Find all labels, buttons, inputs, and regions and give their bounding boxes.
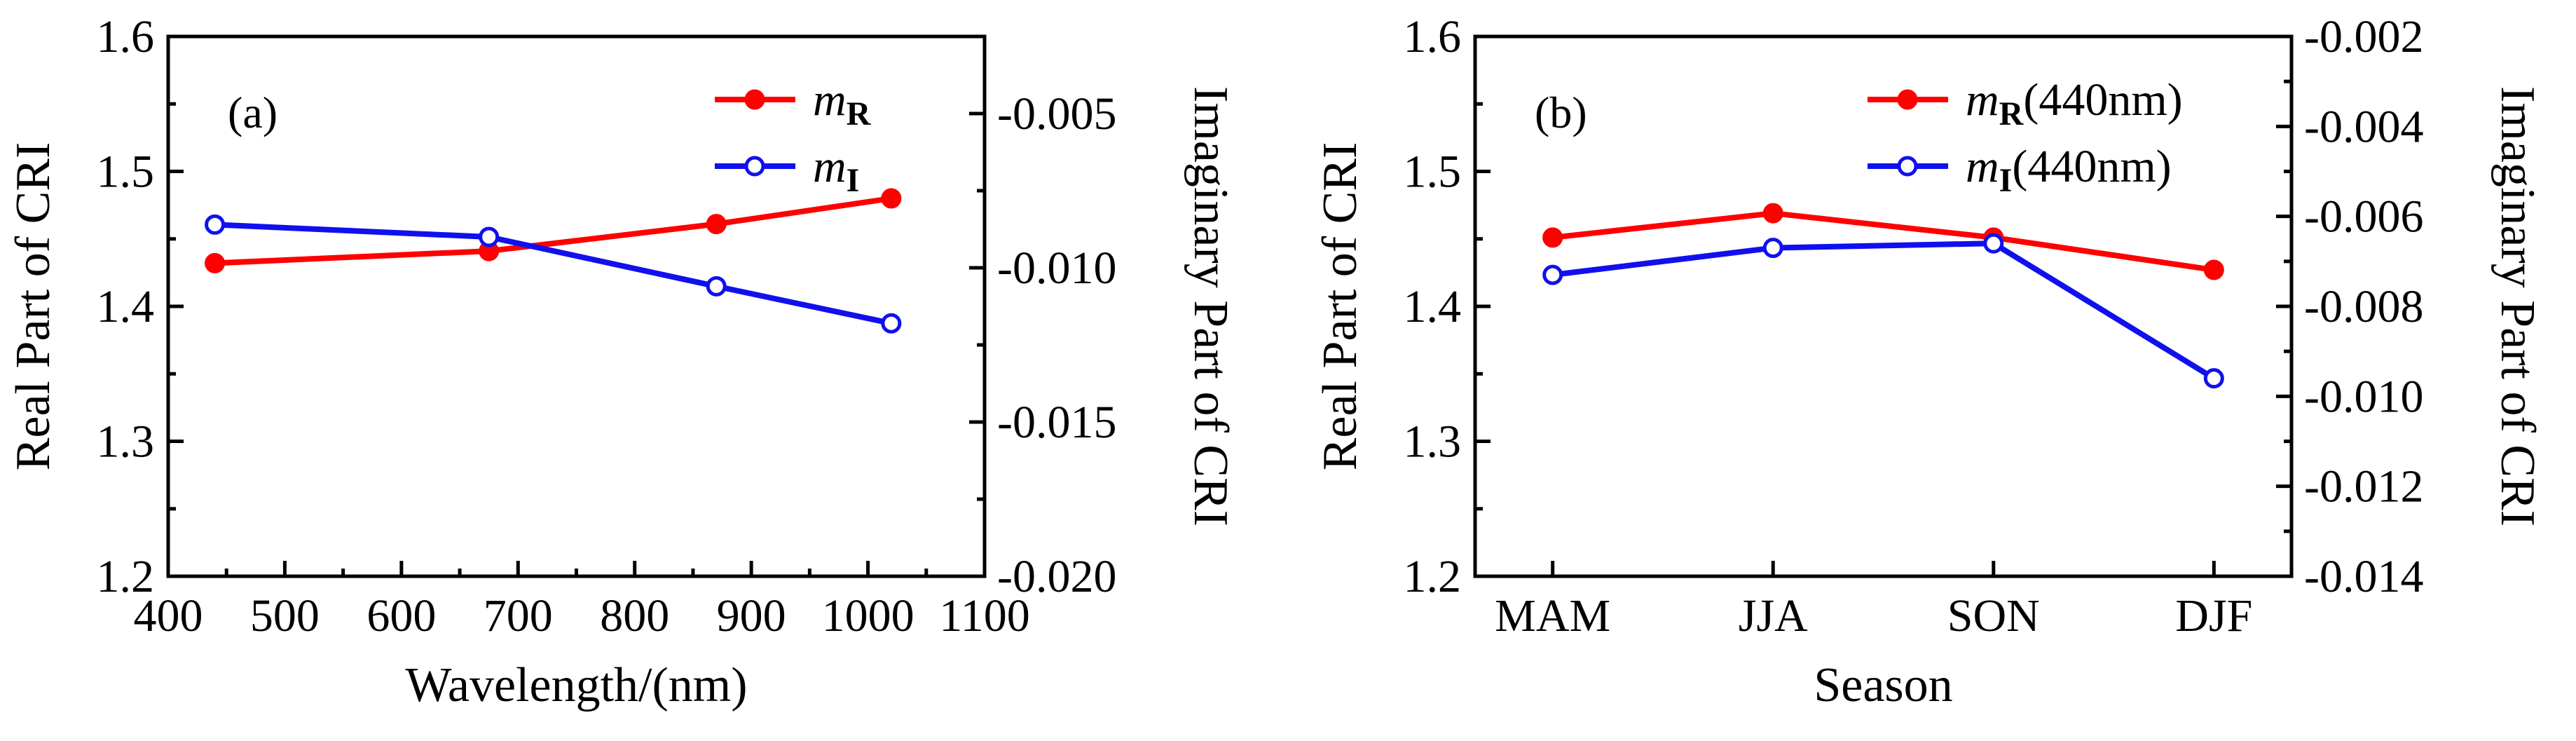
legend-marker xyxy=(744,156,765,177)
data-point xyxy=(1983,233,2004,254)
data-point xyxy=(2203,368,2224,389)
x-tick-label: SON xyxy=(1947,590,2040,641)
data-point xyxy=(205,252,226,273)
data-point xyxy=(706,276,727,297)
y2-axis-label: Imaginary Part of CRI xyxy=(2491,86,2544,526)
legend-label: mI xyxy=(813,141,859,199)
legend-symbol: m xyxy=(1966,141,1999,192)
y-axis-label: Real Part of CRI xyxy=(6,142,60,471)
y-tick-label: 1.5 xyxy=(1404,147,1462,198)
series-m_R(440nm) xyxy=(1542,203,2224,280)
legend-subscript: I xyxy=(847,162,860,199)
x-axis-label: Wavelength/(nm) xyxy=(405,658,747,712)
y-tick-label: 1.3 xyxy=(1404,416,1462,468)
data-point xyxy=(1762,238,1783,259)
y-tick-label: 1.2 xyxy=(1404,551,1462,602)
y2-tick-label: -0.008 xyxy=(2304,281,2423,332)
data-point xyxy=(881,188,902,209)
legend-symbol: m xyxy=(813,74,847,125)
y2-tick-label: -0.012 xyxy=(2304,461,2423,512)
series-line xyxy=(214,222,892,327)
y-tick-label: 1.6 xyxy=(1404,11,1462,62)
series-line xyxy=(1552,240,2216,381)
y2-tick-label: -0.010 xyxy=(997,243,1116,294)
y2-tick-label: -0.005 xyxy=(997,88,1116,140)
data-point xyxy=(1542,227,1563,248)
panel-b: MAM JJA SON DJF 1.2 1.3 1.4 1.5 1.6 -0.014 -0.012 -… xyxy=(1313,11,2544,712)
y-tick-label: 1.3 xyxy=(97,416,155,468)
series-m_R xyxy=(205,188,902,273)
y2-tick-label: -0.006 xyxy=(2304,191,2423,243)
legend-subscript: R xyxy=(847,95,872,132)
x-tick-label: 500 xyxy=(250,590,320,641)
x-tick-label: 1000 xyxy=(822,590,914,641)
y-axis-label: Real Part of CRI xyxy=(1313,142,1367,471)
legend-label: mR xyxy=(813,74,872,132)
y2-tick-label: -0.020 xyxy=(997,551,1116,602)
data-point xyxy=(205,214,226,235)
legend-symbol: m xyxy=(1966,74,1999,125)
y2-axis-label: Imaginary Part of CRI xyxy=(1184,86,1238,526)
y-tick-label: 1.2 xyxy=(97,551,155,602)
legend-subscript: R xyxy=(1999,95,2025,132)
legend-marker xyxy=(744,89,765,110)
y-tick-label: 1.4 xyxy=(97,281,155,332)
legend-subscript: I xyxy=(1999,162,2013,199)
y2-tick-label: -0.014 xyxy=(2304,551,2423,602)
legend-label: mR(440nm) xyxy=(1966,74,2183,132)
legend-symbol: m xyxy=(813,141,847,192)
x-tick-label: 400 xyxy=(134,590,203,641)
series-line xyxy=(214,196,892,266)
series-m_I(440nm) xyxy=(1542,233,2224,389)
panel-a: 400 500 600 700 800 900 1000 1100 1.2 1.3 1.4 1.5 1.… xyxy=(6,11,1238,712)
legend-marker xyxy=(1897,89,1918,110)
data-point xyxy=(881,313,902,334)
y-tick-label: 1.5 xyxy=(97,147,155,198)
legend: mR(440nm)mI(440nm) xyxy=(1868,74,2183,199)
data-point xyxy=(706,214,727,235)
data-point xyxy=(479,226,500,247)
x-tick-label: 900 xyxy=(717,590,786,641)
legend-label: mI(440nm) xyxy=(1966,141,2172,199)
x-tick-label: 800 xyxy=(600,590,669,641)
y2-tick-label: -0.015 xyxy=(997,397,1116,448)
series-line xyxy=(1552,210,2214,273)
data-point xyxy=(1542,264,1563,285)
x-tick-label: 1100 xyxy=(939,590,1030,641)
x-tick-label: MAM xyxy=(1495,590,1610,641)
x-tick-label: DJF xyxy=(2175,590,2252,641)
x-axis-label: Season xyxy=(1814,658,1952,712)
legend-suffix: (440nm) xyxy=(2023,74,2182,125)
y2-tick-label: -0.010 xyxy=(2304,371,2423,422)
x-tick-label: 600 xyxy=(366,590,436,641)
y2-tick-label: -0.004 xyxy=(2304,101,2423,152)
data-point xyxy=(1762,203,1783,224)
x-tick-label: 700 xyxy=(484,590,553,641)
legend-marker xyxy=(1897,156,1918,177)
series-m_I xyxy=(205,214,902,334)
y2-tick-label: -0.002 xyxy=(2304,11,2423,62)
legend-suffix: (440nm) xyxy=(2012,141,2171,192)
panel-label: (a) xyxy=(228,88,278,137)
y-tick-label: 1.4 xyxy=(1404,281,1462,332)
x-tick-label: JJA xyxy=(1739,590,1808,641)
y-tick-label: 1.6 xyxy=(97,11,155,62)
data-point xyxy=(2203,259,2224,280)
panel-label: (b) xyxy=(1535,88,1587,137)
